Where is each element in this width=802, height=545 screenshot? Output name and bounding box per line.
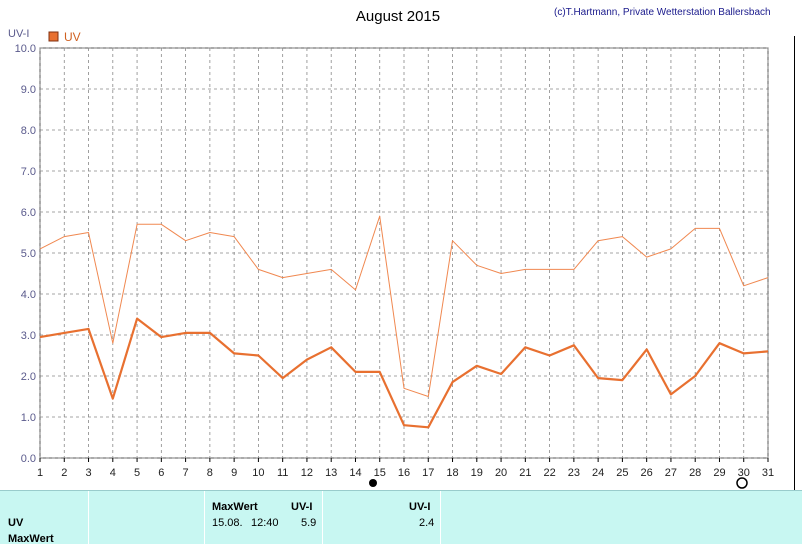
row-label-uv: UV [8,517,24,529]
current-day-marker[interactable] [736,477,748,489]
x-tick-label: 2 [61,467,67,479]
x-tick-label: 21 [519,467,531,479]
info-col-labels: UV MaxWert [0,491,89,545]
x-tick-label: 15 [374,467,386,479]
chart-title: August 2015 [356,8,440,25]
x-tick-label: 28 [689,467,701,479]
x-tick-label: 20 [495,467,507,479]
x-tick-label: 17 [422,467,434,479]
uv-chart: August 2015 (c)T.Hartmann, Private Wette… [8,7,774,489]
y-tick-label: 5.0 [21,248,36,260]
max-day-marker[interactable] [369,479,377,487]
x-tick-label: 3 [85,467,91,479]
y-tick-label: 10.0 [15,43,36,55]
x-tick-label: 27 [665,467,677,479]
info-col-current: UV-I 2.4 [323,491,441,544]
uv-series-line [39,317,769,429]
x-tick-label: 8 [207,467,213,479]
y-tick-label: 4.0 [21,289,36,301]
x-tick-label: 29 [713,467,725,479]
header-uvi: UV-I [291,501,313,513]
x-tick-label: 7 [183,467,189,479]
header-maxwert: MaxWert [212,501,258,513]
x-tick-label: 30 [738,467,750,479]
x-tick-label: 16 [398,467,410,479]
max-value: 5.9 [301,517,317,529]
x-tick-label: 14 [349,467,361,479]
x-tick-label: 1 [37,467,43,479]
y-tick-label: 9.0 [21,84,36,96]
x-tick-label: 6 [158,467,164,479]
y-tick-label: 3.0 [21,330,36,342]
x-tick-label: 4 [110,467,116,479]
legend-label: UV [64,30,81,44]
max-date: 15.08. [212,517,243,529]
vertical-scrollbar[interactable] [778,0,802,490]
legend-swatch [48,31,59,42]
y-tick-label: 2.0 [21,371,36,383]
x-tick-label: 11 [277,467,288,479]
x-tick-label: 19 [471,467,483,479]
x-tick-label: 12 [301,467,313,479]
y-axis-label: UV-I [8,28,29,40]
info-col-empty [89,491,205,544]
x-tick-label: 9 [231,467,237,479]
row-label-maxwert: MaxWert [8,533,54,545]
chart-credit: (c)T.Hartmann, Private Wetterstation Bal… [554,7,771,18]
x-tick-label: 26 [641,467,653,479]
info-panel: UV MaxWert MaxWert UV-I 15.08. 12:40 5.9… [0,490,802,545]
y-tick-label: 0.0 [21,453,36,465]
x-tick-label: 22 [543,467,555,479]
y-tick-label: 1.0 [21,412,36,424]
x-tick-label: 31 [762,467,774,479]
current-value: 2.4 [419,517,435,529]
max-time: 12:40 [251,517,279,529]
info-col-max: MaxWert UV-I 15.08. 12:40 5.9 [205,491,323,544]
y-tick-label: 7.0 [21,166,36,178]
x-tick-label: 18 [446,467,458,479]
x-tick-label: 23 [568,467,580,479]
x-tick-label: 13 [325,467,337,479]
x-tick-label: 5 [134,467,140,479]
y-tick-label: 8.0 [21,125,36,137]
x-tick-label: 24 [592,467,604,479]
x-tick-label: 10 [252,467,264,479]
y-tick-label: 6.0 [21,207,36,219]
uv-max-series-line [39,215,769,397]
x-tick-label: 25 [616,467,628,479]
header-uvi-current: UV-I [409,501,431,513]
